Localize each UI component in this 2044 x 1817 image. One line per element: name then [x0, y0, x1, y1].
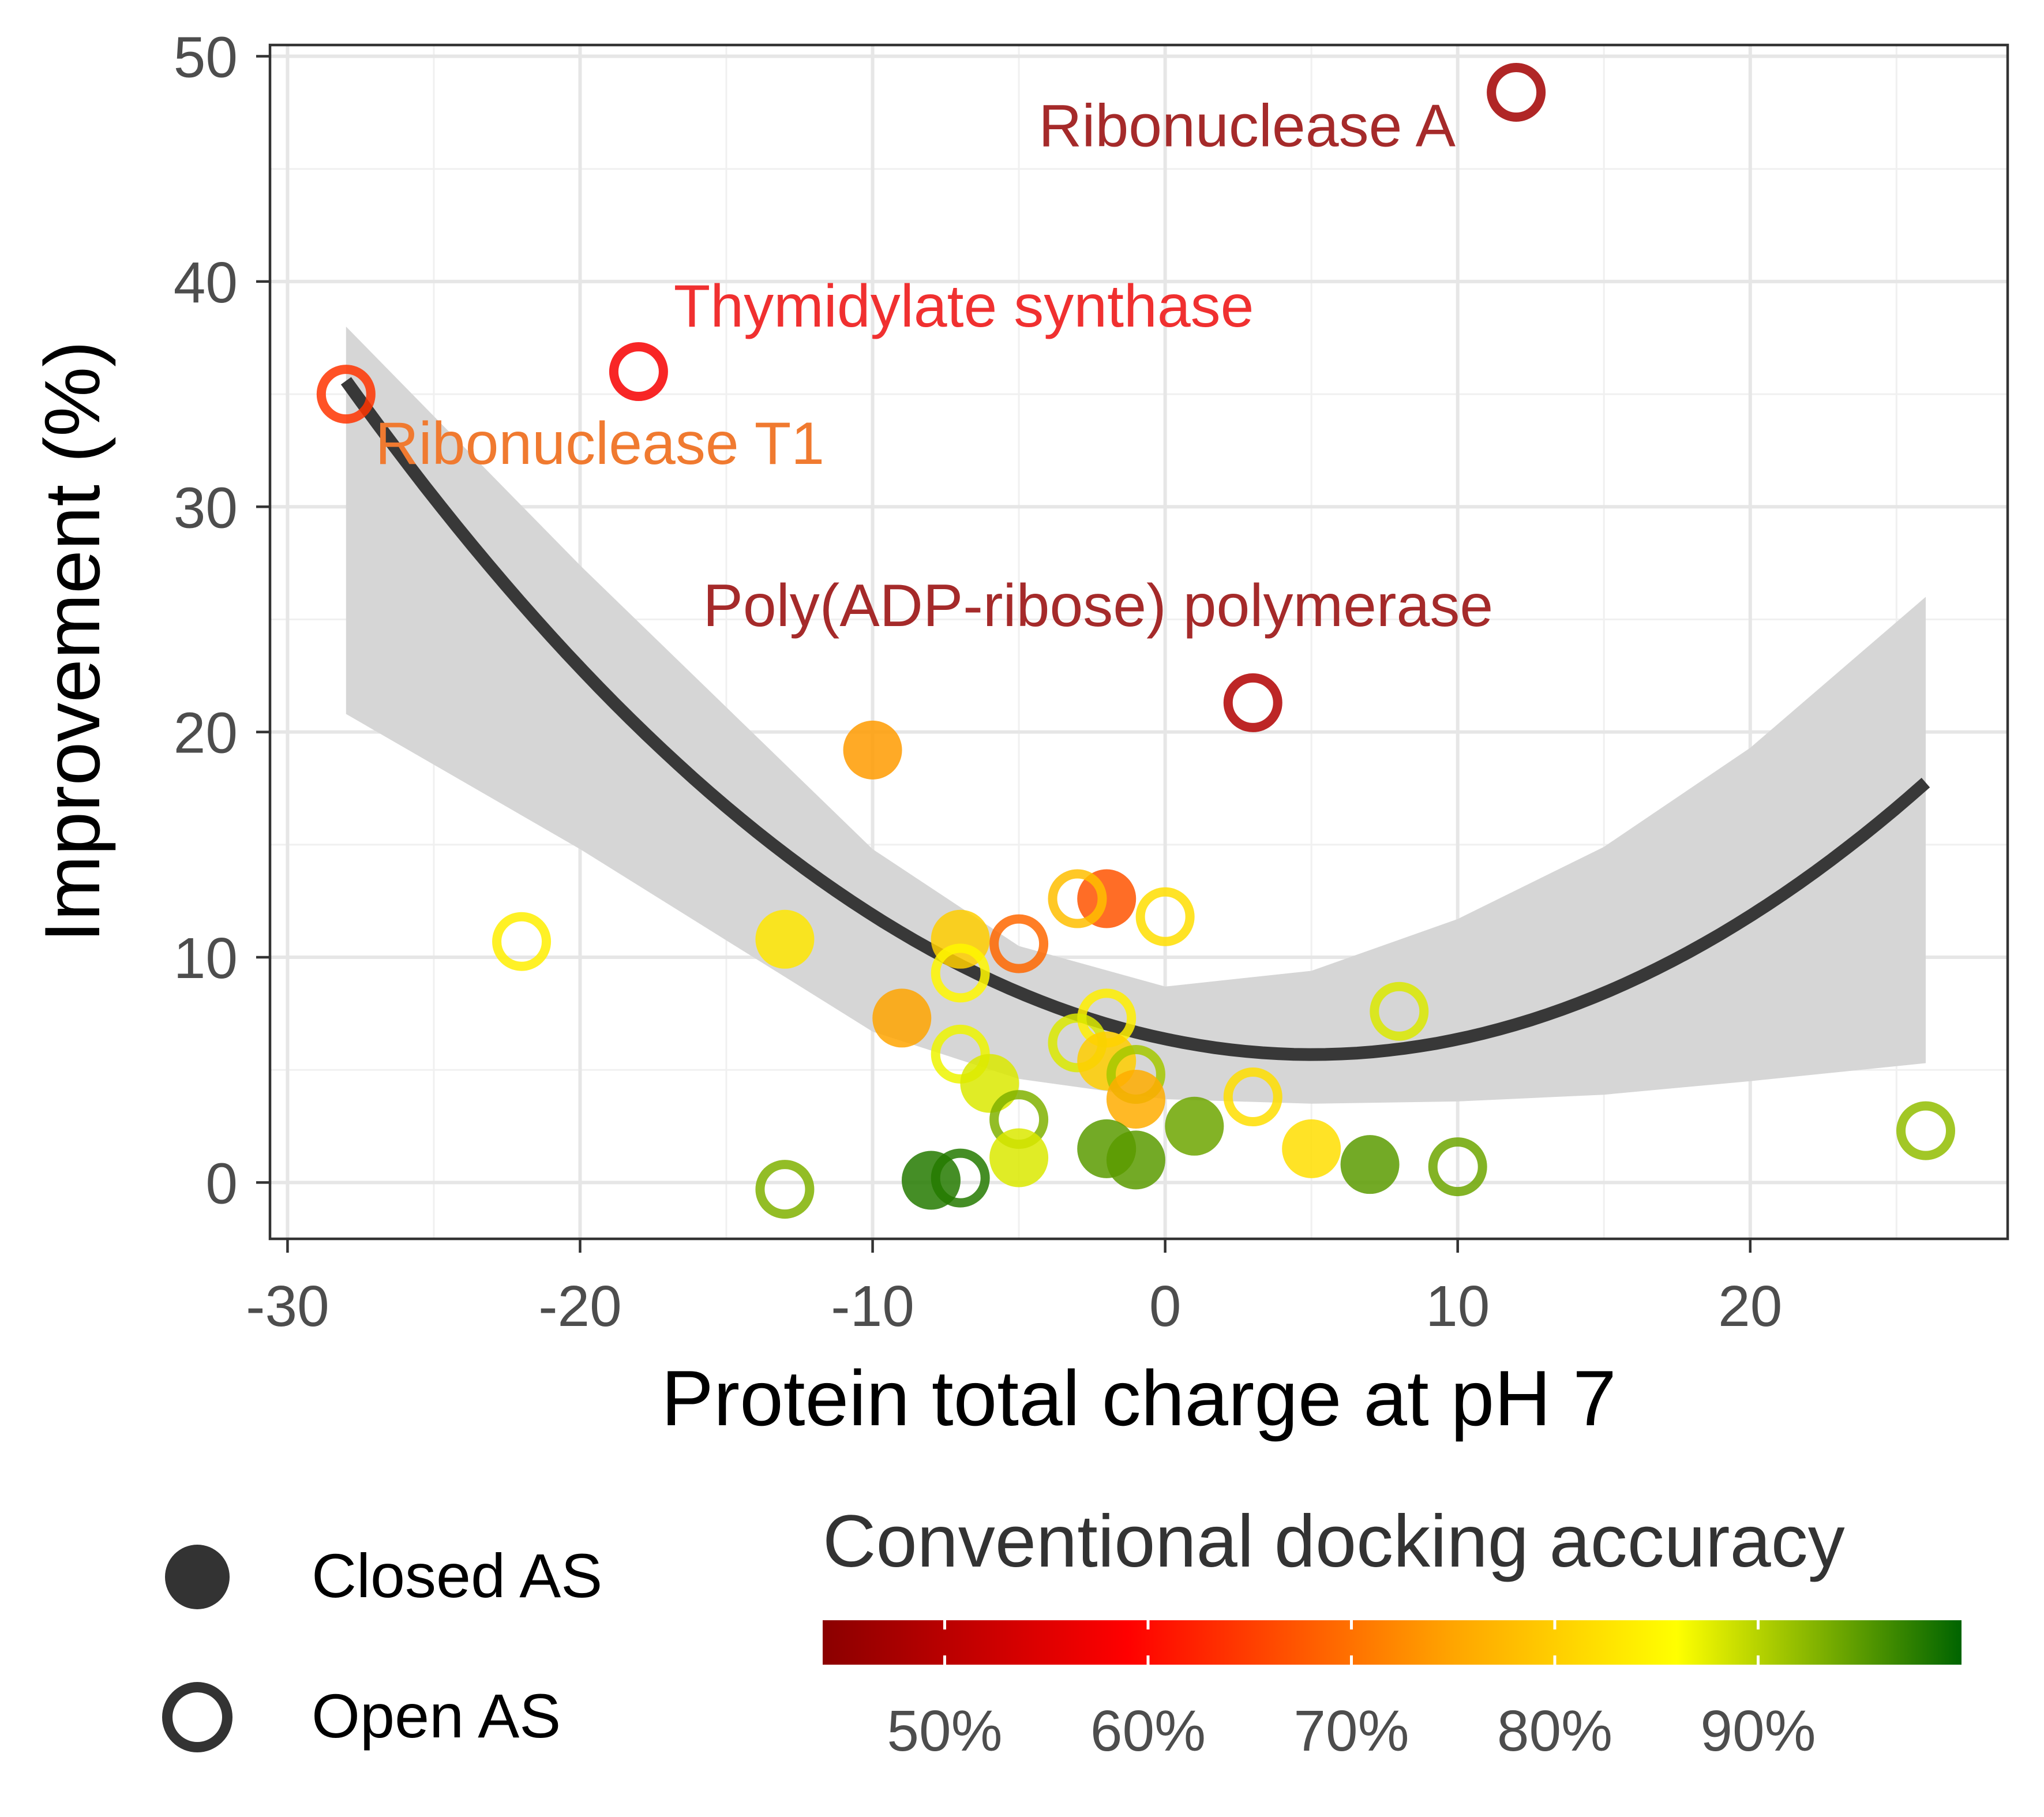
- data-point-closed: [1282, 1119, 1341, 1178]
- x-tick-label: 10: [1426, 1274, 1490, 1339]
- data-point-closed: [1106, 1069, 1165, 1129]
- data-point-closed: [960, 1054, 1019, 1113]
- axes: -30 -20 -10 0 10 20 0 10 20 30 40 50: [174, 25, 1783, 1339]
- y-axis-title: Improvement (%): [28, 341, 116, 943]
- data-point-open: [1223, 1067, 1282, 1127]
- shape-legend: Closed AS Open AS: [162, 1541, 602, 1752]
- data-point-open: [1135, 887, 1195, 946]
- x-tick-label: -10: [831, 1274, 914, 1339]
- colorbar-tick-label: 50%: [887, 1699, 1002, 1763]
- data-point-open: [755, 1160, 815, 1219]
- colorbar-tick-label: 90%: [1700, 1699, 1816, 1763]
- colorbar-title: Conventional docking accuracy: [823, 1500, 1845, 1583]
- data-point-open: [1223, 673, 1282, 732]
- point-annotation-label: Ribonuclease T1: [376, 410, 825, 477]
- data-point-open: [1487, 62, 1546, 122]
- data-point-closed: [1165, 1096, 1224, 1156]
- data-point-open: [931, 943, 990, 1003]
- data-point-closed: [843, 720, 902, 780]
- plot-border: [268, 43, 2009, 1241]
- legend-open-label: Open AS: [312, 1681, 561, 1751]
- data-point-open: [1896, 1101, 1956, 1160]
- colorbar-tick-label: 70%: [1293, 1699, 1409, 1763]
- data-point-closed: [1106, 1130, 1165, 1190]
- data-point-open: [609, 342, 668, 402]
- fit-line: [340, 377, 1930, 1061]
- data-point-closed: [989, 1128, 1049, 1187]
- y-tick-label: 0: [205, 1151, 238, 1216]
- x-tick-label: -30: [246, 1274, 329, 1339]
- point-annotation-label: Ribonuclease A: [1038, 93, 1456, 160]
- y-tick-label: 20: [174, 701, 238, 766]
- x-axis-title: Protein total charge at pH 7: [661, 1354, 1617, 1442]
- data-point-closed: [872, 988, 932, 1048]
- data-point-open: [492, 912, 552, 971]
- point-annotation-label: Poly(ADP-ribose) polymerase: [703, 572, 1493, 639]
- data-point-closed: [1340, 1135, 1400, 1194]
- fit-curve-group: [340, 327, 1930, 1104]
- data-point-open: [931, 1024, 990, 1084]
- colorbar-legend: Conventional docking accuracy 50% 60% 70% 8…: [823, 1500, 1962, 1763]
- y-tick-label: 10: [174, 926, 238, 991]
- data-point-open: [1428, 1137, 1487, 1197]
- colorbar-gradient: [823, 1620, 1962, 1665]
- colorbar-tick-label: 60%: [1090, 1699, 1206, 1763]
- data-point-open: [1048, 869, 1107, 928]
- y-tick-label: 40: [174, 250, 238, 315]
- x-tick-label: -20: [538, 1274, 622, 1339]
- legend-closed-label: Closed AS: [312, 1541, 602, 1610]
- x-tick-label: 20: [1718, 1274, 1782, 1339]
- colorbar: 50% 60% 70% 80% 90%: [823, 1620, 1962, 1763]
- data-point-open: [1370, 981, 1429, 1041]
- data-point-closed: [755, 909, 815, 969]
- y-tick-label: 30: [174, 475, 238, 540]
- colorbar-tick-label: 80%: [1497, 1699, 1612, 1763]
- confidence-band: [346, 327, 1926, 1104]
- data-point-open: [931, 1148, 990, 1208]
- data-points: [316, 62, 1956, 1219]
- legend-open-marker: [162, 1682, 232, 1752]
- data-point-open: [316, 365, 376, 424]
- data-point-open: [989, 914, 1049, 973]
- x-tick-label: 0: [1149, 1274, 1182, 1339]
- point-annotations: Ribonuclease A Thymidylate synthase Ribonu…: [376, 93, 1494, 640]
- legend-closed-marker: [165, 1545, 230, 1609]
- point-annotation-label: Thymidylate synthase: [674, 273, 1254, 340]
- y-tick-label: 50: [174, 25, 238, 90]
